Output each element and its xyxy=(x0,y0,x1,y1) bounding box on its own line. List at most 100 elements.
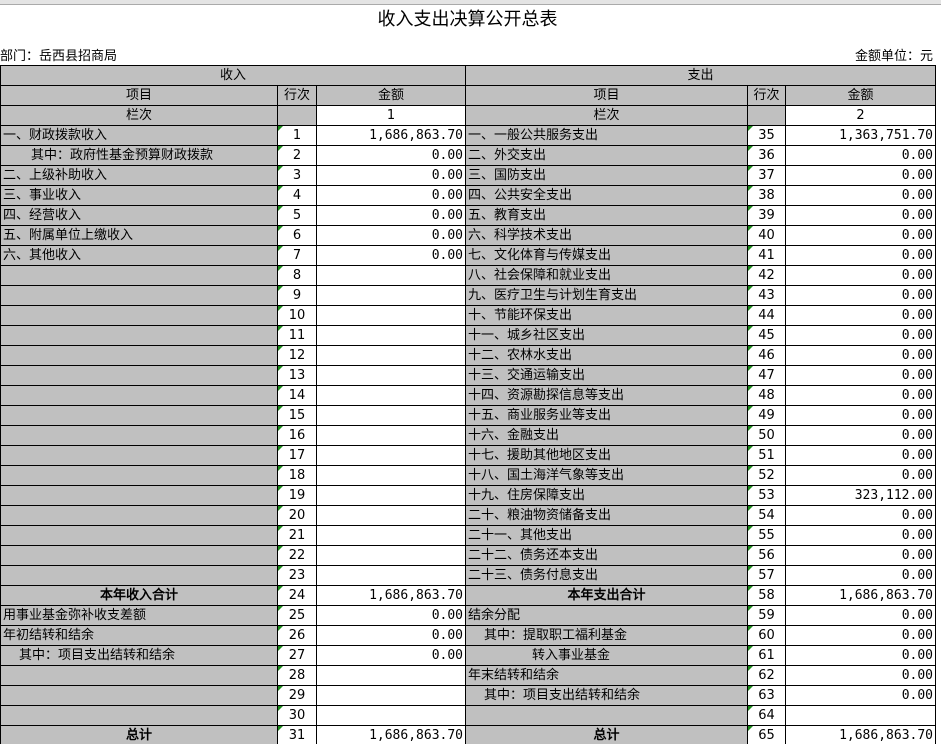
cell[interactable]: 结余分配 xyxy=(465,605,748,626)
cell[interactable]: 总计 xyxy=(0,725,278,744)
cell[interactable]: 44 xyxy=(747,305,786,326)
cell[interactable]: 21 xyxy=(277,525,317,546)
cell[interactable] xyxy=(316,705,466,726)
cell[interactable]: 48 xyxy=(747,385,786,406)
cell[interactable] xyxy=(316,685,466,706)
cell[interactable]: 0.00 xyxy=(785,545,936,566)
cell[interactable]: 60 xyxy=(747,625,786,646)
cell[interactable]: 5 xyxy=(277,205,317,226)
cell[interactable]: 20 xyxy=(277,505,317,526)
cell[interactable] xyxy=(0,445,278,466)
cell[interactable]: 0.00 xyxy=(785,405,936,426)
cell[interactable]: 13 xyxy=(277,365,317,386)
cell[interactable]: 0.00 xyxy=(785,245,936,266)
cell[interactable]: 40 xyxy=(747,225,786,246)
cell[interactable] xyxy=(0,405,278,426)
cell[interactable]: 24 xyxy=(277,585,317,606)
cell[interactable]: 6 xyxy=(277,225,317,246)
cell[interactable] xyxy=(316,465,466,486)
cell[interactable]: 七、文化体育与传媒支出 xyxy=(465,245,748,266)
cell[interactable]: 年末结转和结余 xyxy=(465,665,748,686)
cell[interactable] xyxy=(316,345,466,366)
cell[interactable]: 金额 xyxy=(316,85,466,106)
cell[interactable]: 0.00 xyxy=(785,425,936,446)
cell[interactable]: 1,686,863.70 xyxy=(785,725,936,744)
cell[interactable]: 31 xyxy=(277,725,317,744)
cell[interactable] xyxy=(316,385,466,406)
cell[interactable] xyxy=(0,365,278,386)
cell[interactable]: 其中：项目支出结转和结余 xyxy=(465,685,748,706)
cell[interactable]: 19 xyxy=(277,485,317,506)
cell[interactable]: 0.00 xyxy=(785,525,936,546)
cell[interactable]: 4 xyxy=(277,185,317,206)
cell[interactable]: 0.00 xyxy=(785,265,936,286)
cell[interactable] xyxy=(0,705,278,726)
cell[interactable]: 0.00 xyxy=(785,285,936,306)
cell[interactable]: 7 xyxy=(277,245,317,266)
cell[interactable]: 1 xyxy=(316,105,466,126)
cell[interactable]: 栏次 xyxy=(0,105,278,126)
cell[interactable]: 52 xyxy=(747,465,786,486)
cell[interactable]: 九、医疗卫生与计划生育支出 xyxy=(465,285,748,306)
cell[interactable]: 15 xyxy=(277,405,317,426)
cell[interactable]: 十八、国土海洋气象等支出 xyxy=(465,465,748,486)
cell[interactable]: 39 xyxy=(747,205,786,226)
cell[interactable]: 49 xyxy=(747,405,786,426)
cell[interactable] xyxy=(465,705,748,726)
cell[interactable] xyxy=(0,265,278,286)
cell[interactable]: 62 xyxy=(747,665,786,686)
cell[interactable]: 57 xyxy=(747,565,786,586)
cell[interactable]: 0.00 xyxy=(785,465,936,486)
cell[interactable]: 0.00 xyxy=(785,565,936,586)
cell[interactable] xyxy=(316,265,466,286)
cell[interactable]: 10 xyxy=(277,305,317,326)
cell[interactable]: 0.00 xyxy=(785,345,936,366)
cell[interactable] xyxy=(316,545,466,566)
cell[interactable]: 1 xyxy=(277,125,317,146)
cell[interactable]: 0.00 xyxy=(785,665,936,686)
cell[interactable] xyxy=(785,705,936,726)
cell[interactable] xyxy=(316,525,466,546)
cell[interactable]: 43 xyxy=(747,285,786,306)
cell[interactable] xyxy=(0,665,278,686)
cell[interactable]: 项目 xyxy=(465,85,748,106)
cell[interactable]: 2 xyxy=(277,145,317,166)
cell[interactable]: 十七、援助其他地区支出 xyxy=(465,445,748,466)
cell[interactable]: 22 xyxy=(277,545,317,566)
cell[interactable]: 总计 xyxy=(465,725,748,744)
cell[interactable]: 1,686,863.70 xyxy=(316,725,466,744)
cell[interactable]: 0.00 xyxy=(785,645,936,666)
cell[interactable]: 56 xyxy=(747,545,786,566)
cell[interactable] xyxy=(0,325,278,346)
cell[interactable] xyxy=(316,485,466,506)
cell[interactable]: 十一、城乡社区支出 xyxy=(465,325,748,346)
cell[interactable]: 八、社会保障和就业支出 xyxy=(465,265,748,286)
cell[interactable]: 1,686,863.70 xyxy=(316,585,466,606)
cell[interactable]: 其中：项目支出结转和结余 xyxy=(0,645,278,666)
cell[interactable]: 栏次 xyxy=(465,105,748,126)
cell[interactable]: 金额 xyxy=(785,85,936,106)
cell[interactable]: 1,686,863.70 xyxy=(316,125,466,146)
cell[interactable]: 1,363,751.70 xyxy=(785,125,936,146)
cell[interactable] xyxy=(0,465,278,486)
cell[interactable]: 0.00 xyxy=(785,625,936,646)
cell[interactable] xyxy=(316,425,466,446)
cell[interactable] xyxy=(0,565,278,586)
cell[interactable]: 323,112.00 xyxy=(785,485,936,506)
cell[interactable] xyxy=(0,505,278,526)
cell[interactable]: 25 xyxy=(277,605,317,626)
cell[interactable]: 38 xyxy=(747,185,786,206)
cell[interactable]: 14 xyxy=(277,385,317,406)
cell[interactable]: 收入 xyxy=(0,65,466,86)
cell[interactable]: 8 xyxy=(277,265,317,286)
cell[interactable]: 五、教育支出 xyxy=(465,205,748,226)
cell[interactable] xyxy=(316,665,466,686)
cell[interactable]: 0.00 xyxy=(785,505,936,526)
cell[interactable]: 0.00 xyxy=(785,605,936,626)
cell[interactable]: 28 xyxy=(277,665,317,686)
cell[interactable] xyxy=(316,325,466,346)
cell[interactable]: 0.00 xyxy=(316,645,466,666)
cell[interactable]: 0.00 xyxy=(785,185,936,206)
cell[interactable]: 本年支出合计 xyxy=(465,585,748,606)
cell[interactable]: 十五、商业服务业等支出 xyxy=(465,405,748,426)
